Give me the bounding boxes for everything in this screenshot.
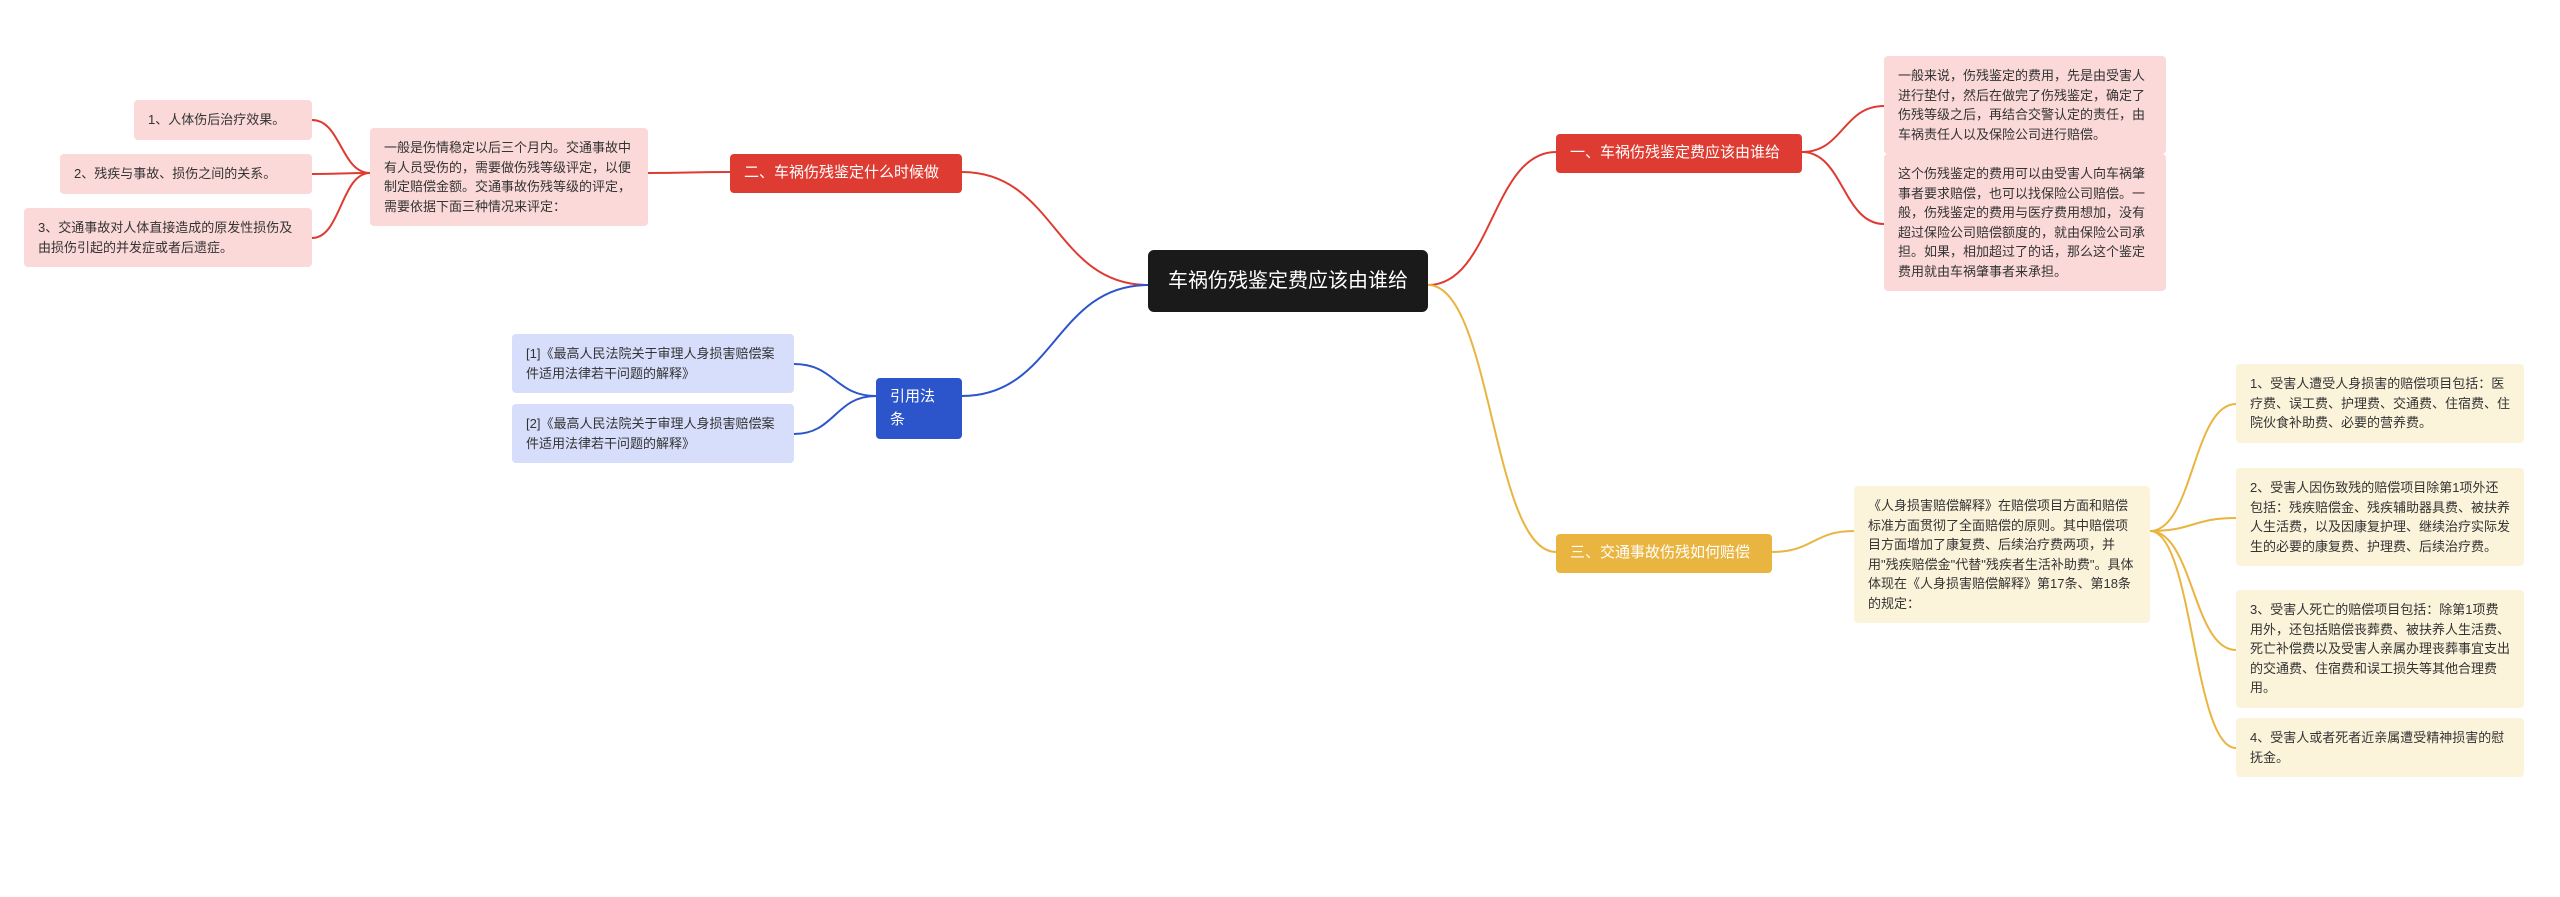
leaf-b4-1: [2]《最高人民法院关于审理人身损害赔偿案件适用法律若干问题的解释》 <box>512 404 794 463</box>
leaf-b1-1: 这个伤残鉴定的费用可以由受害人向车祸肇事者要求赔偿，也可以找保险公司赔偿。一般，… <box>1884 154 2166 291</box>
leaf-b3-3: 4、受害人或者死者近亲属遭受精神损害的慰抚金。 <box>2236 718 2524 777</box>
intermediate-b2: 一般是伤情稳定以后三个月内。交通事故中有人员受伤的，需要做伤残等级评定，以便制定… <box>370 128 648 226</box>
leaf-b4-0: [1]《最高人民法院关于审理人身损害赔偿案件适用法律若干问题的解释》 <box>512 334 794 393</box>
leaf-b3-0: 1、受害人遭受人身损害的赔偿项目包括：医疗费、误工费、护理费、交通费、住宿费、住… <box>2236 364 2524 443</box>
leaf-b2-2: 3、交通事故对人体直接造成的原发性损伤及由损伤引起的并发症或者后遗症。 <box>24 208 312 267</box>
branch-b3: 三、交通事故伤残如何赔偿 <box>1556 534 1772 573</box>
leaf-b3-2: 3、受害人死亡的赔偿项目包括：除第1项费用外，还包括赔偿丧葬费、被扶养人生活费、… <box>2236 590 2524 708</box>
leaf-b3-1: 2、受害人因伤致残的赔偿项目除第1项外还包括：残疾赔偿金、残疾辅助器具费、被扶养… <box>2236 468 2524 566</box>
leaf-b1-0: 一般来说，伤残鉴定的费用，先是由受害人进行垫付，然后在做完了伤残鉴定，确定了伤残… <box>1884 56 2166 154</box>
branch-b1: 一、车祸伤残鉴定费应该由谁给 <box>1556 134 1802 173</box>
branch-b4: 引用法条 <box>876 378 962 439</box>
leaf-b2-0: 1、人体伤后治疗效果。 <box>134 100 312 140</box>
intermediate-b3: 《人身损害赔偿解释》在赔偿项目方面和赔偿标准方面贯彻了全面赔偿的原则。其中赔偿项… <box>1854 486 2150 623</box>
root-node: 车祸伤残鉴定费应该由谁给 <box>1148 250 1428 312</box>
leaf-b2-1: 2、残疾与事故、损伤之间的关系。 <box>60 154 312 194</box>
branch-b2: 二、车祸伤残鉴定什么时候做 <box>730 154 962 193</box>
